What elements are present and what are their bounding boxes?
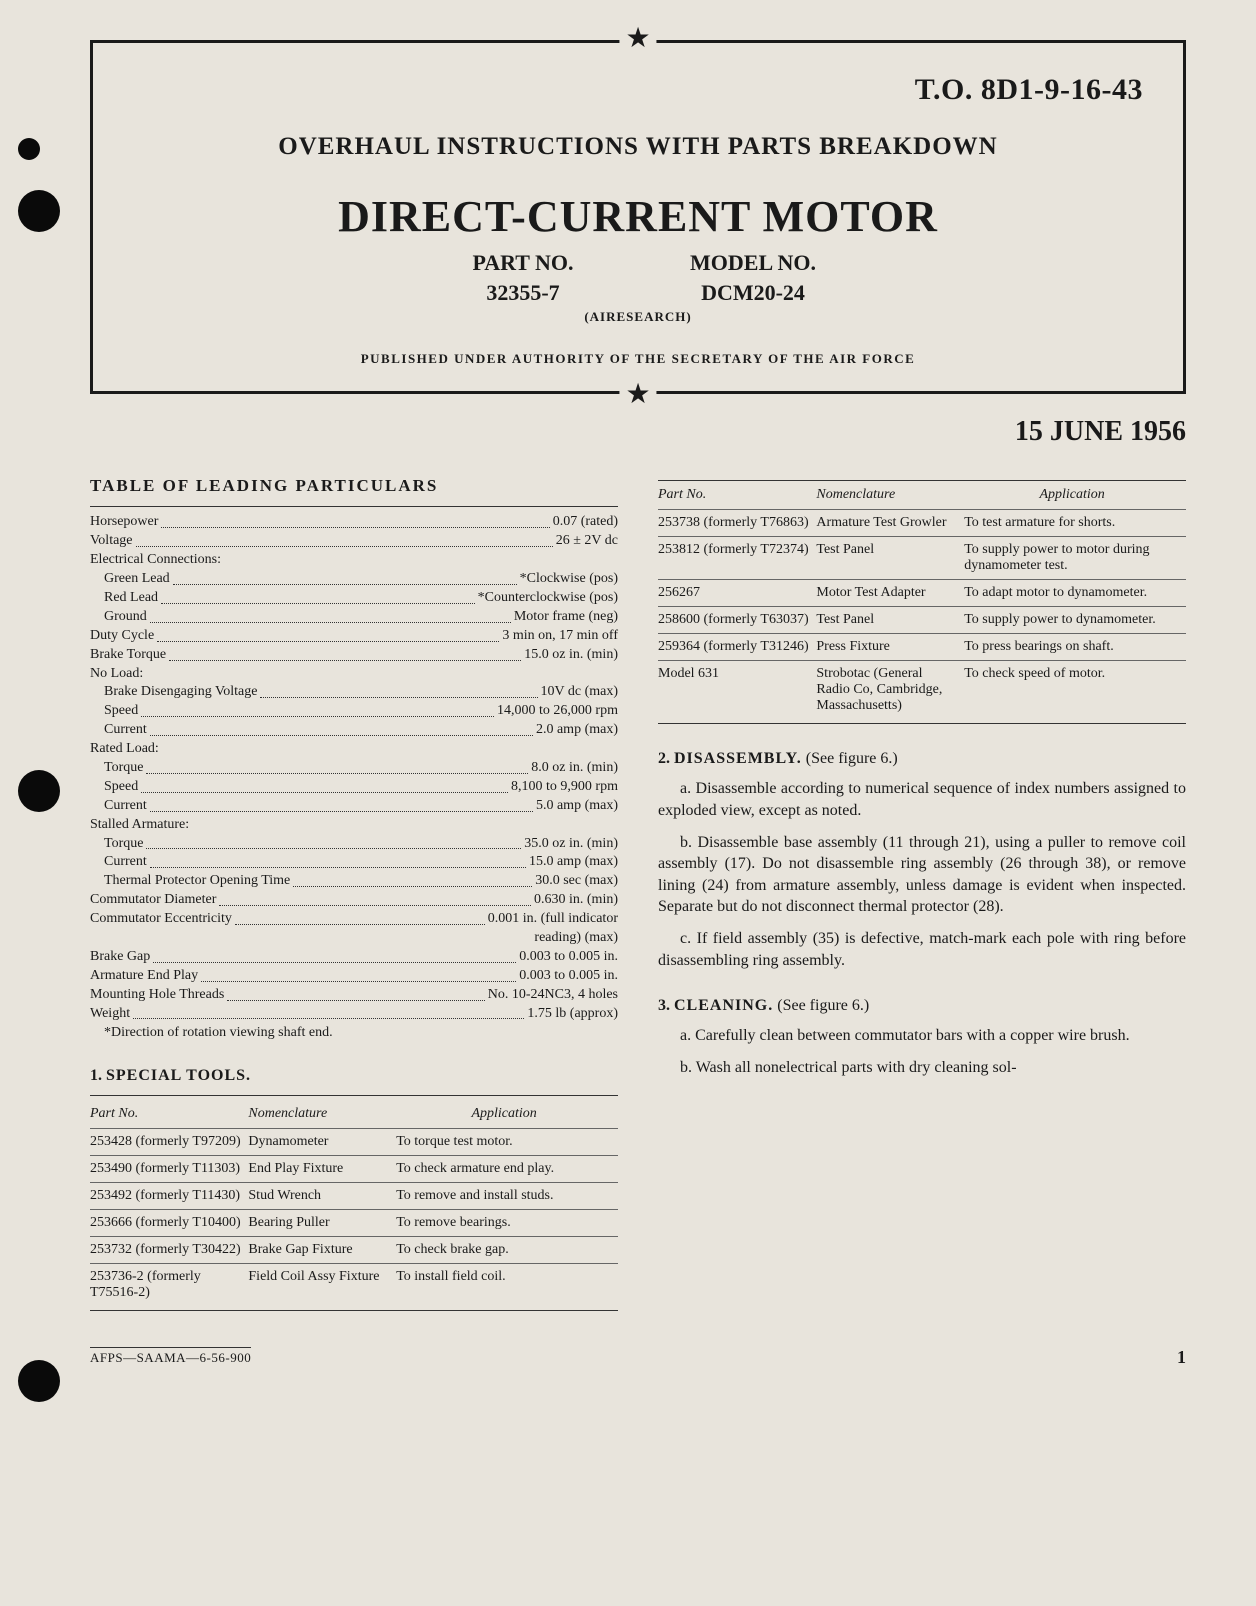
particulars-row: Speed14,000 to 26,000 rpm: [90, 702, 618, 721]
particulars-row: GroundMotor frame (neg): [90, 608, 618, 627]
part-label: PART NO.: [443, 248, 603, 278]
tools-heading: 1. SPECIAL TOOLS.: [90, 1067, 618, 1085]
table-row: 259364 (formerly T31246)Press FixtureTo …: [658, 634, 1186, 661]
rule: [658, 723, 1186, 724]
model-value: DCM20-24: [673, 278, 833, 308]
table-row: 253732 (formerly T30422)Brake Gap Fixtur…: [90, 1237, 618, 1264]
particulars-note: reading) (max): [90, 929, 618, 948]
rule: [90, 1095, 618, 1096]
particulars-group: Rated Load:: [90, 740, 618, 759]
table-row: 253428 (formerly T97209)DynamometerTo to…: [90, 1129, 618, 1156]
disassembly-heading: 2. DISASSEMBLY. (See figure 6.): [658, 750, 1186, 768]
table-row: 258600 (formerly T63037)Test PanelTo sup…: [658, 607, 1186, 634]
star-bottom-icon: ★: [619, 381, 656, 409]
particulars-row: Weight1.75 lb (approx): [90, 1005, 618, 1024]
particulars-row: Mounting Hole ThreadsNo. 10-24NC3, 4 hol…: [90, 986, 618, 1005]
particulars-group: Electrical Connections:: [90, 551, 618, 570]
disassembly-para: b. Disassemble base assembly (11 through…: [658, 832, 1186, 918]
cleaning-para: a. Carefully clean between commutator ba…: [658, 1025, 1186, 1047]
particulars-row: Commutator Diameter0.630 in. (min): [90, 891, 618, 910]
particulars-row: Commutator Eccentricity0.001 in. (full i…: [90, 910, 618, 929]
table-row: 253490 (formerly T11303)End Play Fixture…: [90, 1156, 618, 1183]
disassembly-para: c. If field assembly (35) is defective, …: [658, 928, 1186, 971]
model-label: MODEL NO.: [673, 248, 833, 278]
particulars-row: Current15.0 amp (max): [90, 853, 618, 872]
particulars-row: Horsepower0.07 (rated): [90, 513, 618, 532]
particulars-row: Current5.0 amp (max): [90, 797, 618, 816]
particulars-row: Speed8,100 to 9,900 rpm: [90, 778, 618, 797]
particulars-row: Duty Cycle3 min on, 17 min off: [90, 627, 618, 646]
table-row: 253738 (formerly T76863)Armature Test Gr…: [658, 510, 1186, 537]
table-row: 253666 (formerly T10400)Bearing PullerTo…: [90, 1210, 618, 1237]
particulars-row: Brake Disengaging Voltage10V dc (max): [90, 683, 618, 702]
right-column: Part No. Nomenclature Application 253738…: [658, 476, 1186, 1317]
particulars-row: Torque35.0 oz in. (min): [90, 835, 618, 854]
table-row: Model 631Strobotac (General Radio Co, Ca…: [658, 661, 1186, 720]
rule: [90, 1310, 618, 1311]
manufacturer: (AIRESEARCH): [133, 309, 1143, 325]
particulars-body: Horsepower0.07 (rated)Voltage26 ± 2V dcE…: [90, 513, 618, 1023]
particulars-heading: TABLE OF LEADING PARTICULARS: [90, 476, 618, 496]
particulars-footnote: *Direction of rotation viewing shaft end…: [90, 1025, 618, 1041]
publication-date: 15 JUNE 1956: [80, 416, 1186, 448]
authority-line: PUBLISHED UNDER AUTHORITY OF THE SECRETA…: [133, 351, 1143, 367]
particulars-row: Brake Gap0.003 to 0.005 in.: [90, 948, 618, 967]
to-number: T.O. 8D1-9-16-43: [133, 73, 1143, 107]
table-row: 253492 (formerly T11430)Stud WrenchTo re…: [90, 1183, 618, 1210]
table-row: 253736-2 (formerly T75516-2)Field Coil A…: [90, 1264, 618, 1307]
particulars-row: Thermal Protector Opening Time30.0 sec (…: [90, 872, 618, 891]
particulars-row: Voltage26 ± 2V dc: [90, 532, 618, 551]
particulars-row: Green Lead*Clockwise (pos): [90, 570, 618, 589]
part-value: 32355-7: [443, 278, 603, 308]
title-box: ★ ★ T.O. 8D1-9-16-43 OVERHAUL INSTRUCTIO…: [90, 40, 1186, 394]
particulars-group: Stalled Armature:: [90, 816, 618, 835]
particulars-row: Red Lead*Counterclockwise (pos): [90, 589, 618, 608]
particulars-row: Armature End Play0.003 to 0.005 in.: [90, 967, 618, 986]
disassembly-para: a. Disassemble according to numerical se…: [658, 778, 1186, 821]
rule: [658, 480, 1186, 481]
table-row: 256267Motor Test AdapterTo adapt motor t…: [658, 580, 1186, 607]
tools-table-right: Part No. Nomenclature Application 253738…: [658, 487, 1186, 719]
cleaning-para: b. Wash all nonelectrical parts with dry…: [658, 1057, 1186, 1079]
punch-hole-icon: [18, 138, 40, 160]
main-title: DIRECT-CURRENT MOTOR: [133, 191, 1143, 242]
particulars-row: Brake Torque15.0 oz in. (min): [90, 646, 618, 665]
particulars-row: Torque8.0 oz in. (min): [90, 759, 618, 778]
overhaul-line: OVERHAUL INSTRUCTIONS WITH PARTS BREAKDO…: [133, 133, 1143, 161]
footer-left: AFPS—SAAMA—6-56-900: [90, 1347, 251, 1368]
page-number: 1: [1177, 1347, 1186, 1368]
particulars-row: Current2.0 amp (max): [90, 721, 618, 740]
part-model-row: PART NO. 32355-7 MODEL NO. DCM20-24: [133, 248, 1143, 307]
footer: AFPS—SAAMA—6-56-900 1: [80, 1347, 1196, 1368]
cleaning-heading: 3. CLEANING. (See figure 6.): [658, 997, 1186, 1015]
star-top-icon: ★: [619, 25, 656, 53]
tools-table-left: Part No. Nomenclature Application 253428…: [90, 1102, 618, 1306]
particulars-group: No Load:: [90, 665, 618, 684]
left-column: TABLE OF LEADING PARTICULARS Horsepower0…: [90, 476, 618, 1317]
rule: [90, 506, 618, 507]
table-row: 253812 (formerly T72374)Test PanelTo sup…: [658, 537, 1186, 580]
punch-hole-icon: [18, 190, 60, 232]
punch-hole-icon: [18, 1360, 60, 1402]
punch-hole-icon: [18, 770, 60, 812]
